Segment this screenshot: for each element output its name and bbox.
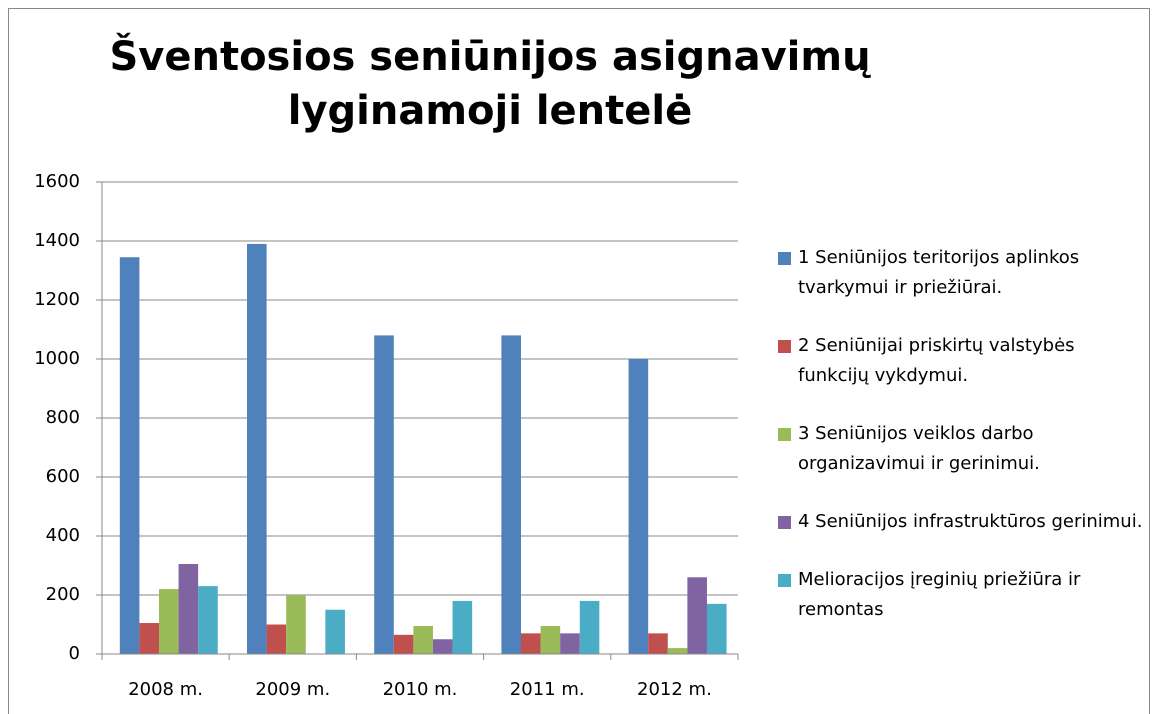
- x-tick-label: 2011 m.: [510, 679, 585, 700]
- y-tick-label: 400: [46, 525, 80, 546]
- y-tick-label: 1200: [34, 289, 80, 310]
- legend-item: Melioracijos įreginių priežiūra ir remon…: [778, 565, 1148, 625]
- bar: [178, 564, 199, 654]
- bar: [139, 623, 159, 654]
- y-tick-label: 200: [46, 584, 80, 605]
- y-tick-label: 800: [46, 407, 80, 428]
- legend-swatch: [778, 252, 791, 265]
- legend-swatch: [778, 574, 791, 587]
- legend-label: 4 Seniūnijos infrastruktūros gerinimui.: [798, 511, 1143, 532]
- bar: [198, 586, 218, 654]
- bar: [266, 624, 287, 654]
- legend-item: 2 Seniūnijai priskirtų valstybės funkcij…: [778, 331, 1148, 391]
- bar: [520, 633, 541, 654]
- bar: [560, 633, 580, 654]
- bar: [628, 359, 649, 654]
- legend-label: Melioracijos įreginių priežiūra ir remon…: [798, 569, 1081, 620]
- bar: [325, 609, 345, 654]
- chart-frame: [8, 8, 1150, 714]
- bar: [158, 589, 179, 654]
- legend-item: 4 Seniūnijos infrastruktūros gerinimui.: [778, 507, 1148, 537]
- legend-label: 1 Seniūnijos teritorijos aplinkos tvarky…: [798, 247, 1080, 298]
- y-tick-label: 600: [46, 466, 80, 487]
- legend-item: 1 Seniūnijos teritorijos aplinkos tvarky…: [778, 243, 1148, 303]
- y-tick-label: 1000: [34, 348, 80, 369]
- legend-swatch: [778, 428, 791, 441]
- bar: [687, 577, 707, 654]
- bar: [579, 600, 600, 654]
- bar: [452, 600, 473, 654]
- y-tick-label: 1600: [34, 171, 80, 192]
- legend: 1 Seniūnijos teritorijos aplinkos tvarky…: [778, 243, 1148, 653]
- bar: [432, 639, 453, 654]
- bar: [706, 603, 727, 654]
- bar: [247, 243, 267, 654]
- bar: [667, 648, 688, 654]
- bar: [413, 625, 433, 654]
- x-tick-label: 2010 m.: [383, 679, 458, 700]
- bar: [648, 633, 668, 654]
- bar: [501, 335, 521, 654]
- x-tick-label: 2009 m.: [255, 679, 330, 700]
- legend-swatch: [778, 516, 791, 529]
- bar: [393, 634, 414, 654]
- bar: [540, 625, 561, 654]
- x-tick-label: 2008 m.: [128, 679, 203, 700]
- x-tick-label: 2012 m.: [637, 679, 712, 700]
- legend-item: 3 Seniūnijos veiklos darbo organizavimui…: [778, 419, 1148, 479]
- bar: [374, 335, 394, 654]
- legend-swatch: [778, 340, 791, 353]
- chart-title: Šventosios seniūnijos asignavimų lyginam…: [109, 34, 871, 134]
- y-tick-label: 0: [69, 643, 80, 664]
- legend-label: 3 Seniūnijos veiklos darbo organizavimui…: [798, 423, 1040, 474]
- legend-label: 2 Seniūnijai priskirtų valstybės funkcij…: [798, 335, 1075, 386]
- bar: [119, 257, 140, 654]
- bar: [286, 595, 306, 654]
- y-tick-label: 1400: [34, 230, 80, 251]
